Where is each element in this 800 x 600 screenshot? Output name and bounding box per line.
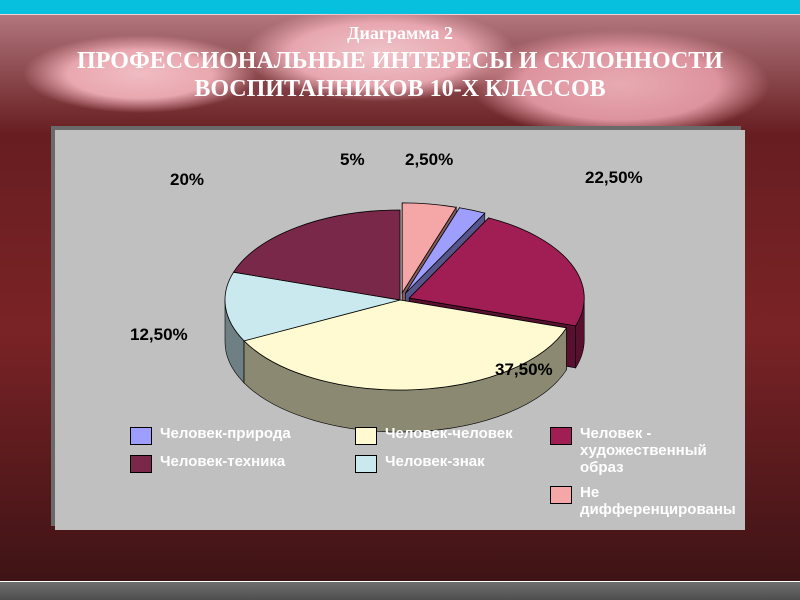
legend-swatch bbox=[550, 486, 572, 504]
legend-swatch bbox=[130, 427, 152, 445]
legend-label: Человек-человек bbox=[385, 425, 513, 442]
legend-item: Человек - художественный образ bbox=[550, 425, 745, 476]
legend-swatch bbox=[355, 455, 377, 473]
slice-label: 12,50% bbox=[130, 325, 188, 345]
legend-column: Человек-природа Человек-техника bbox=[130, 425, 291, 481]
legend-label: Человек-техника bbox=[160, 453, 285, 470]
legend-swatch bbox=[130, 455, 152, 473]
legend-item: Не дифференцированы bbox=[550, 484, 745, 518]
legend-item: Человек-знак bbox=[355, 453, 513, 473]
title-small: Диаграмма 2 bbox=[0, 23, 800, 44]
slice-label: 20% bbox=[170, 170, 204, 190]
legend-column: Человек - художественный образ Не диффере… bbox=[550, 425, 745, 526]
legend-label: Человек-знак bbox=[385, 453, 485, 470]
legend-label: Не дифференцированы bbox=[580, 484, 745, 518]
slice-label: 22,50% bbox=[585, 168, 643, 188]
slice-label: 5% bbox=[340, 150, 365, 170]
title-big: ПРОФЕССИОНАЛЬНЫЕ ИНТЕРЕСЫ И СКЛОННОСТИ В… bbox=[0, 48, 800, 103]
legend-swatch bbox=[355, 427, 377, 445]
legend-column: Человек-человек Человек-знак bbox=[355, 425, 513, 481]
legend-item: Человек-природа bbox=[130, 425, 291, 445]
slice-label: 2,50% bbox=[405, 150, 453, 170]
legend-item: Человек-человек bbox=[355, 425, 513, 445]
top-accent-bar bbox=[0, 0, 800, 15]
legend-label: Человек - художественный образ bbox=[580, 425, 745, 476]
legend-label: Человек-природа bbox=[160, 425, 291, 442]
legend-item: Человек-техника bbox=[130, 453, 291, 473]
chart-panel: 2,50% 37,50% 22,50% 20% 12,50% 5% Человек-прир… bbox=[55, 130, 745, 530]
slice-label: 37,50% bbox=[495, 360, 553, 380]
legend-swatch bbox=[550, 427, 572, 445]
bottom-accent-bar bbox=[0, 581, 800, 600]
